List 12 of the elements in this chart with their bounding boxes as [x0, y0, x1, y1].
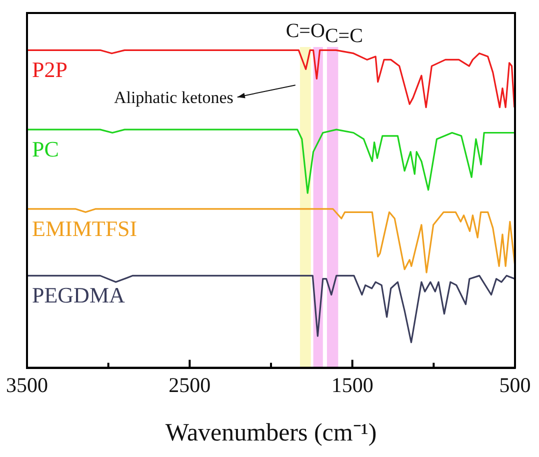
- series-label: PC: [32, 136, 59, 162]
- band-label: C=O: [286, 20, 325, 42]
- x-axis-title: Wavenumbers (cm⁻¹): [165, 420, 377, 447]
- x-tick-label: 500: [499, 372, 531, 397]
- series-label: P2P: [32, 57, 68, 82]
- band-label: C=C: [324, 25, 363, 47]
- x-tick-label: 1500: [331, 372, 374, 397]
- series-label: PEGDMA: [32, 282, 126, 308]
- series-label: EMIMTFSI: [32, 216, 138, 241]
- x-tick-label: 2500: [168, 372, 211, 397]
- x-tick-label: 3500: [6, 372, 48, 397]
- annotation: Aliphatic ketones: [114, 88, 234, 108]
